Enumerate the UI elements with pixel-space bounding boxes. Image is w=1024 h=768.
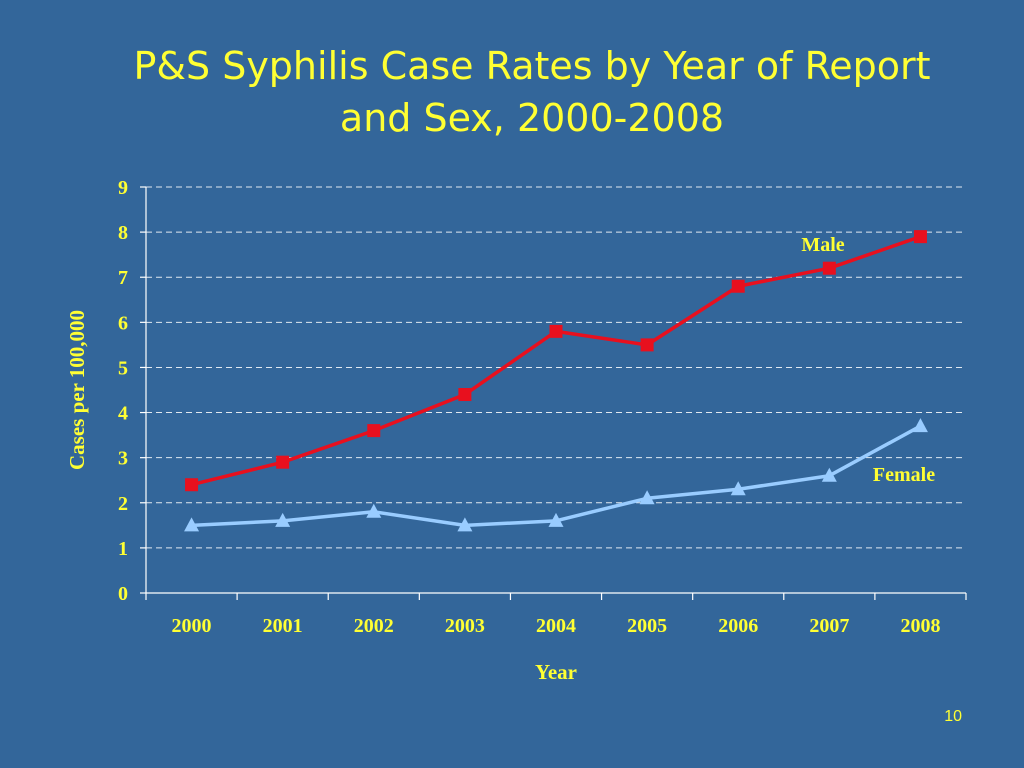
y-tick-label: 5 xyxy=(118,357,128,379)
y-tick-label: 1 xyxy=(118,538,128,560)
y-axis-title: Cases per 100,000 xyxy=(65,310,89,470)
y-tick-label: 8 xyxy=(118,222,128,244)
y-tick-label: 3 xyxy=(118,448,128,470)
y-tick-label: 4 xyxy=(118,403,128,425)
data-point-male xyxy=(458,388,472,402)
y-tick-label: 9 xyxy=(118,177,128,199)
slide-title: P&S Syphilis Case Rates by Year of Repor… xyxy=(60,40,1004,144)
data-point-female xyxy=(821,467,837,482)
data-point-female xyxy=(184,517,200,532)
x-tick-label: 2001 xyxy=(263,615,303,637)
data-point-female xyxy=(639,490,655,505)
data-point-male xyxy=(822,261,836,275)
y-tick-label: 2 xyxy=(118,493,128,515)
x-axis-title: Year xyxy=(535,660,577,684)
y-tick-label: 7 xyxy=(118,267,128,289)
data-point-male xyxy=(640,338,654,352)
x-tick-label: 2005 xyxy=(627,615,667,637)
y-tick-label: 6 xyxy=(118,312,128,334)
data-point-male xyxy=(367,424,381,438)
data-point-female xyxy=(366,503,382,518)
y-tick-label: 0 xyxy=(118,583,128,605)
series-line-female xyxy=(191,424,922,528)
data-point-male xyxy=(276,455,290,469)
series-label-male: Male xyxy=(801,234,844,256)
x-tick-label: 2002 xyxy=(354,615,394,637)
data-point-female xyxy=(275,512,291,527)
x-tick-label: 2008 xyxy=(900,615,940,637)
data-point-male xyxy=(549,324,563,338)
series-label-female: Female xyxy=(873,464,935,486)
x-tick-label: 2003 xyxy=(445,615,485,637)
data-point-female xyxy=(730,481,746,496)
slide-title-line-2: and Sex, 2000-2008 xyxy=(339,96,725,140)
slide-title-line-1: P&S Syphilis Case Rates by Year of Repor… xyxy=(133,44,931,88)
series-line-male xyxy=(191,234,922,487)
data-point-male xyxy=(913,230,927,244)
data-point-female xyxy=(548,512,564,527)
data-point-male xyxy=(731,279,745,293)
data-point-female xyxy=(912,418,928,433)
x-tick-label: 2006 xyxy=(718,615,758,637)
data-point-male xyxy=(185,478,199,492)
x-tick-label: 2007 xyxy=(809,615,849,637)
page-number: 10 xyxy=(944,708,962,725)
x-tick-label: 2004 xyxy=(536,615,576,637)
data-point-female xyxy=(457,517,473,532)
x-tick-label: 2000 xyxy=(172,615,212,637)
